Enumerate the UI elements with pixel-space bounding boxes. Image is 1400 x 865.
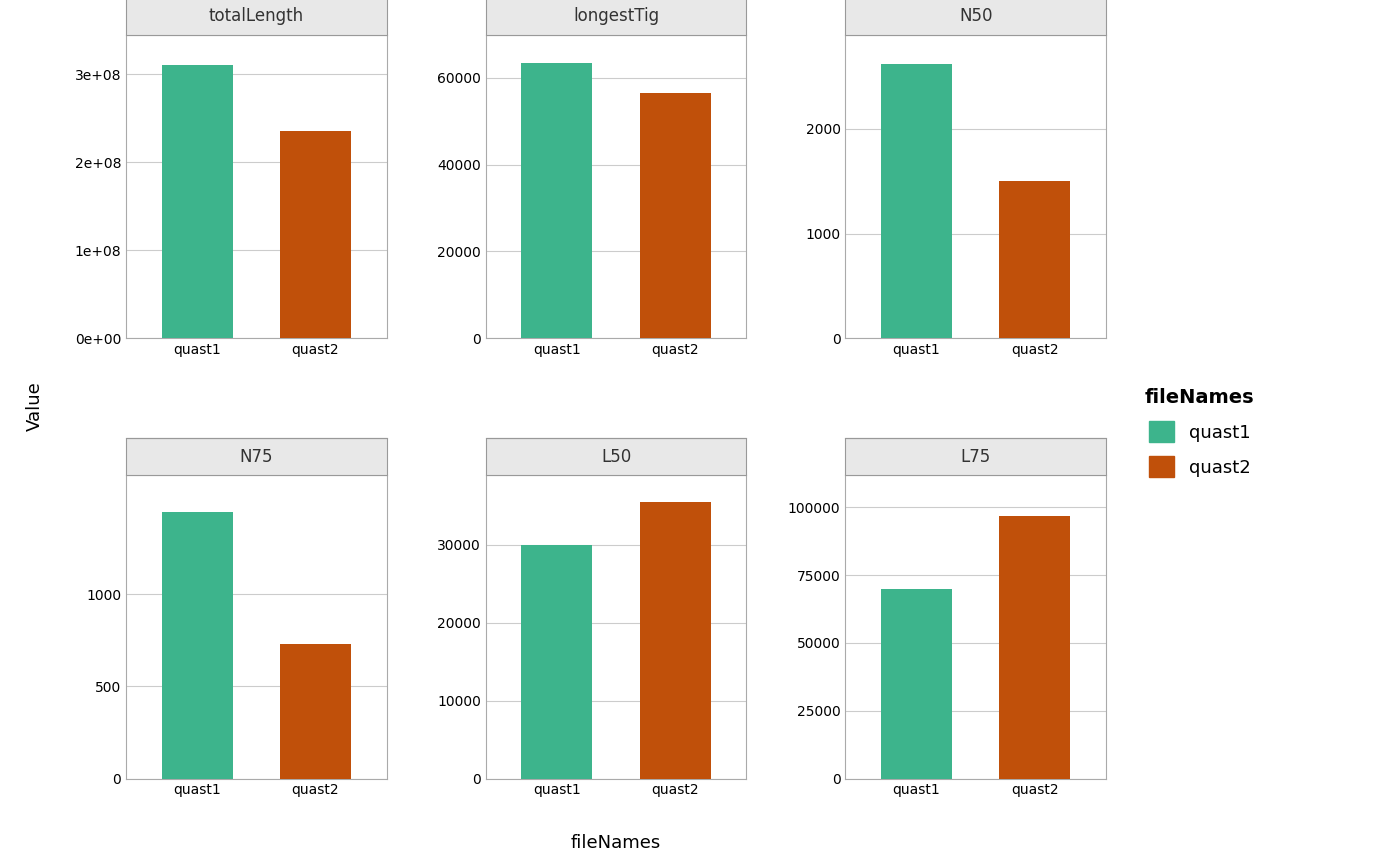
Bar: [486, 0, 746, 35]
Bar: [521, 63, 592, 338]
Bar: [280, 131, 351, 338]
Text: N50: N50: [959, 8, 993, 25]
Bar: [1000, 181, 1071, 338]
Text: totalLength: totalLength: [209, 8, 304, 25]
Text: L50: L50: [601, 448, 631, 465]
Bar: [1000, 516, 1071, 778]
Text: N75: N75: [239, 448, 273, 465]
Bar: [161, 512, 232, 778]
Bar: [521, 545, 592, 778]
Bar: [881, 64, 952, 338]
Bar: [486, 439, 746, 475]
Bar: [846, 439, 1106, 475]
Text: Value: Value: [27, 381, 43, 432]
Bar: [161, 66, 232, 338]
Bar: [280, 644, 351, 778]
Text: longestTig: longestTig: [573, 8, 659, 25]
Bar: [126, 439, 386, 475]
Bar: [640, 93, 711, 338]
Bar: [126, 0, 386, 35]
Text: L75: L75: [960, 448, 991, 465]
Bar: [640, 502, 711, 778]
Text: fileNames: fileNames: [571, 835, 661, 852]
Bar: [881, 589, 952, 778]
Legend: quast1, quast2: quast1, quast2: [1135, 379, 1264, 486]
Bar: [846, 0, 1106, 35]
